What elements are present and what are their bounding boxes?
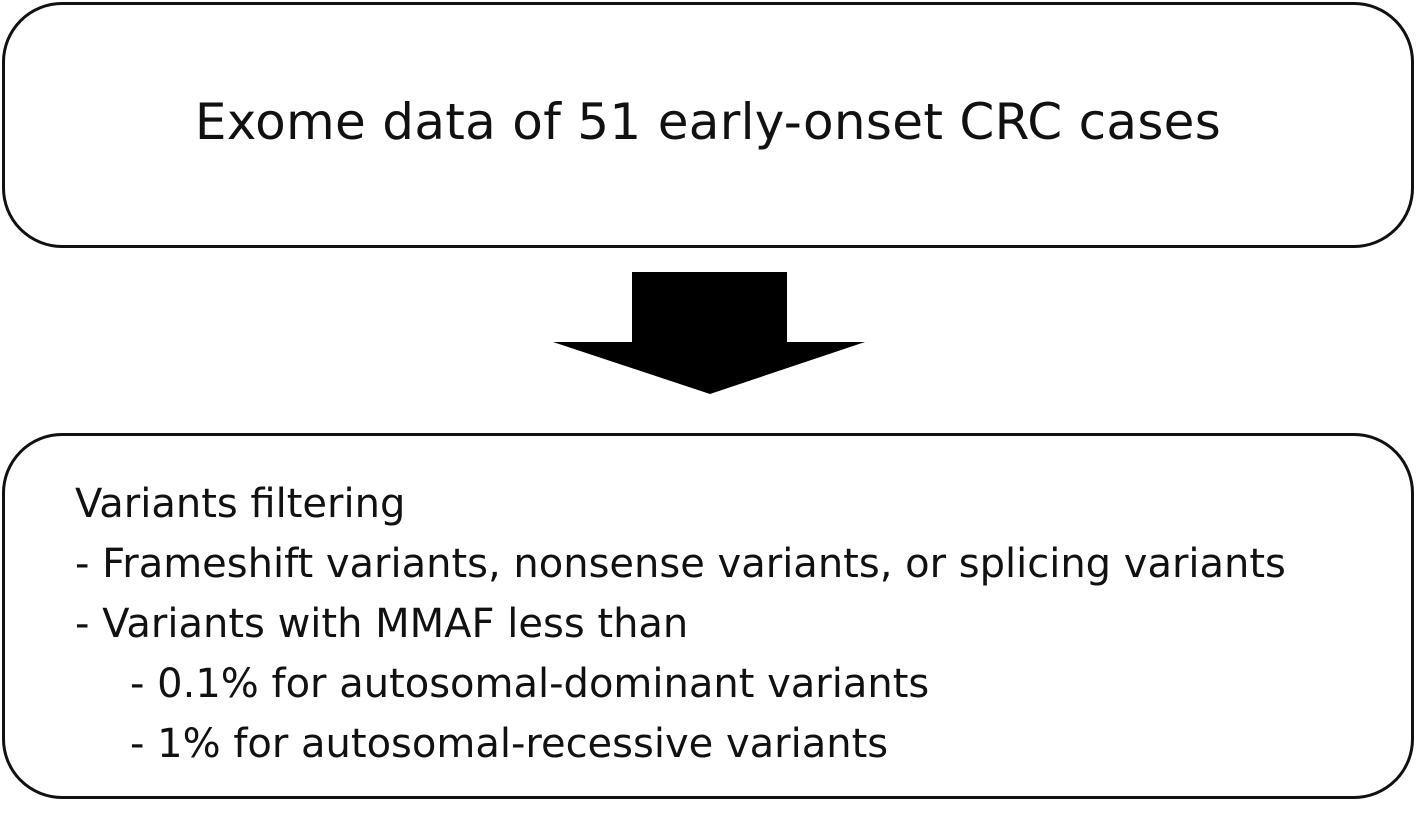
criterion-variant-types: - Frameshift variants, nonsense variants… — [75, 541, 1286, 587]
input-data-label: Exome data of 51 early-onset CRC cases — [194, 93, 1222, 151]
criterion-mmaf: - Variants with MMAF less than — [75, 601, 689, 647]
sub-criterion-dominant: - 0.1% for autosomal-dominant variants — [130, 661, 930, 707]
sub-criterion-recessive: - 1% for autosomal-recessive variants — [130, 721, 889, 767]
filtering-heading: Variants filtering — [75, 481, 406, 527]
arrow-shape — [553, 272, 865, 394]
filtering-criteria-box: Variants filtering - Frameshift variants… — [2, 433, 1414, 799]
input-data-box: Exome data of 51 early-onset CRC cases — [2, 2, 1414, 248]
down-arrow-icon — [553, 272, 865, 394]
